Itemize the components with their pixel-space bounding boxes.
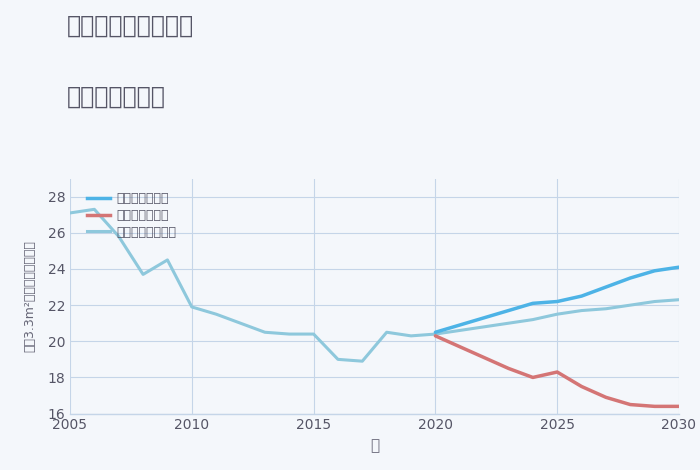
X-axis label: 年: 年	[370, 438, 379, 453]
Text: 土地の価格推移: 土地の価格推移	[66, 85, 165, 109]
Legend: グッドシナリオ, バッドシナリオ, ノーマルシナリオ: グッドシナリオ, バッドシナリオ, ノーマルシナリオ	[83, 187, 181, 244]
Text: 三重県桑名市里町の: 三重県桑名市里町の	[66, 14, 194, 38]
Y-axis label: 平（3.3m²）　単価（万円）: 平（3.3m²） 単価（万円）	[23, 240, 36, 352]
